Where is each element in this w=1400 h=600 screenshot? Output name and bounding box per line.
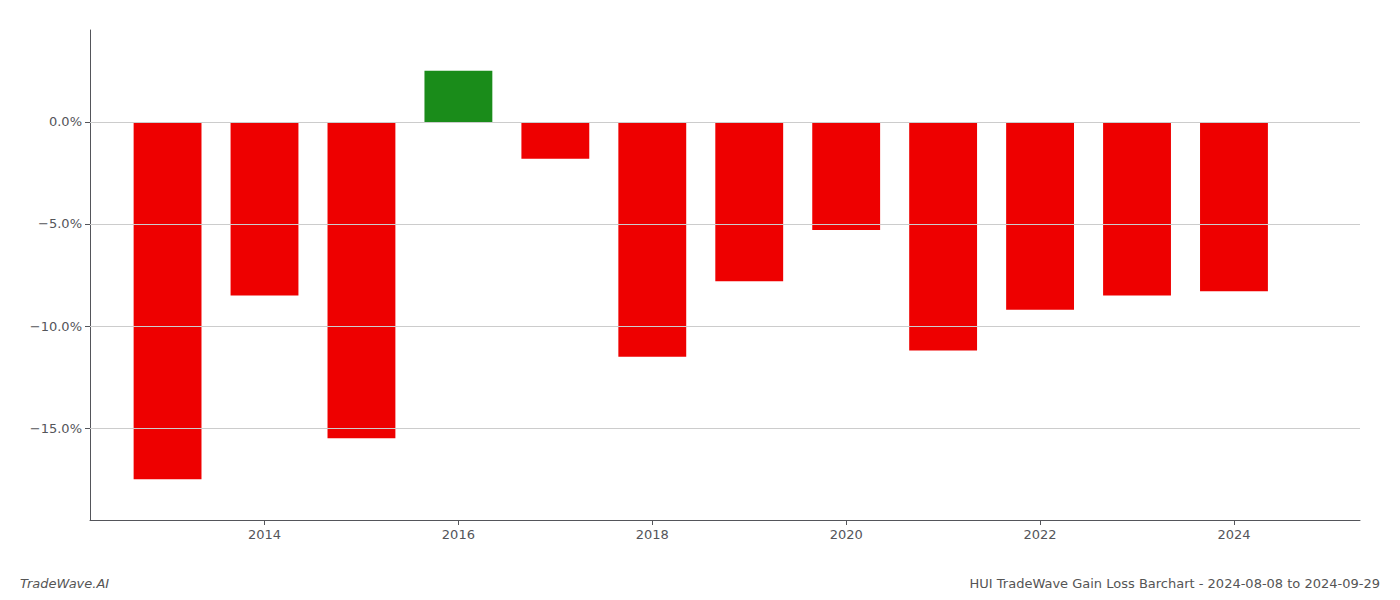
svg-text:TradeWave.AI: TradeWave.AI	[20, 576, 109, 591]
svg-text:2018: 2018	[636, 527, 669, 542]
svg-text:2022: 2022	[1024, 527, 1057, 542]
svg-text:2014: 2014	[248, 527, 281, 542]
svg-text:0.0%: 0.0%	[49, 114, 82, 129]
svg-text:2016: 2016	[442, 527, 475, 542]
svg-text:2020: 2020	[830, 527, 863, 542]
svg-text:HUI TradeWave Gain Loss Barcha: HUI TradeWave Gain Loss Barchart - 2024-…	[970, 576, 1380, 591]
svg-text:2024: 2024	[1217, 527, 1250, 542]
svg-text:−10.0%: −10.0%	[30, 319, 82, 334]
svg-text:−15.0%: −15.0%	[30, 421, 82, 436]
svg-text:−5.0%: −5.0%	[38, 216, 82, 231]
